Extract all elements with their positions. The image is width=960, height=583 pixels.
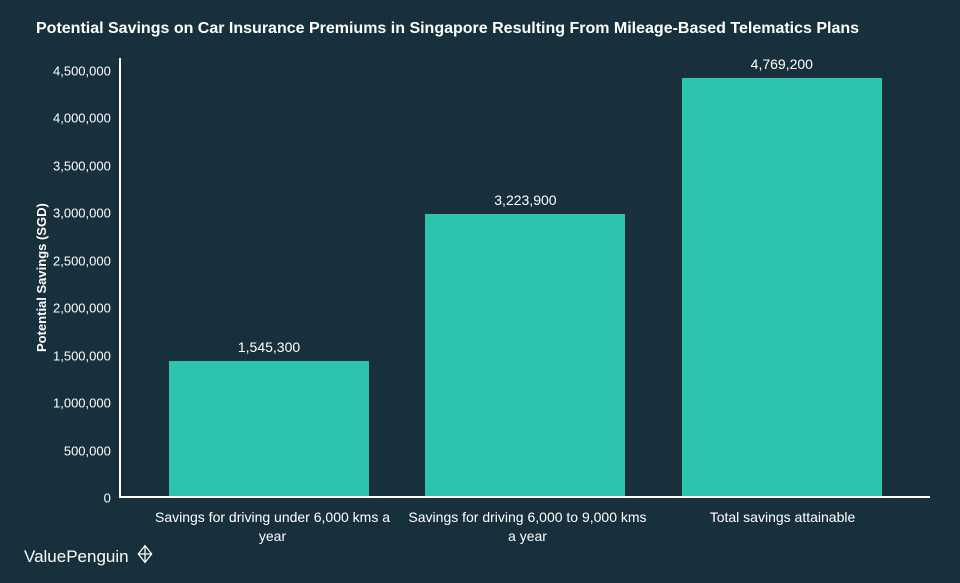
bar-value-label: 4,769,200: [751, 56, 813, 72]
y-axis: 4,500,000 4,000,000 3,500,000 3,000,000 2,50…: [53, 58, 119, 498]
y-tick-label: 4,500,000: [53, 65, 111, 78]
brand-logo-icon: [135, 544, 155, 569]
bars-region: 1,545,300 3,223,900 4,769,200: [119, 58, 930, 498]
y-tick-label: 4,000,000: [53, 112, 111, 125]
chart-container: Potential Savings on Car Insurance Premi…: [0, 0, 960, 583]
bar: 1,545,300: [169, 361, 369, 496]
chart-title: Potential Savings on Car Insurance Premi…: [36, 20, 930, 38]
bar: 4,769,200: [682, 78, 882, 496]
x-category-label: Savings for driving under 6,000 kms a ye…: [145, 508, 400, 546]
bar-slot: 3,223,900: [397, 58, 653, 496]
x-category-label: Total savings attainable: [655, 508, 910, 546]
y-axis-label: Potential Savings (SGD): [30, 58, 53, 498]
y-tick-label: 3,500,000: [53, 159, 111, 172]
plot-area: Potential Savings (SGD) 4,500,000 4,000,0…: [30, 58, 930, 498]
y-tick-label: 1,000,000: [53, 397, 111, 410]
y-tick-label: 2,000,000: [53, 302, 111, 315]
bar-slot: 4,769,200: [654, 58, 910, 496]
bar-value-label: 1,545,300: [238, 339, 300, 355]
y-tick-label: 3,000,000: [53, 207, 111, 220]
bar-slot: 1,545,300: [141, 58, 397, 496]
x-axis: Savings for driving under 6,000 kms a ye…: [125, 498, 930, 546]
y-tick-label: 0: [104, 491, 111, 504]
y-tick-label: 2,500,000: [53, 254, 111, 267]
x-category-label: Savings for driving 6,000 to 9,000 kms a…: [400, 508, 655, 546]
brand-name: ValuePenguin: [24, 547, 129, 567]
bar-value-label: 3,223,900: [494, 192, 556, 208]
y-tick-label: 1,500,000: [53, 349, 111, 362]
brand-footer: ValuePenguin: [24, 544, 155, 569]
bar: 3,223,900: [425, 214, 625, 496]
y-tick-label: 500,000: [64, 444, 111, 457]
